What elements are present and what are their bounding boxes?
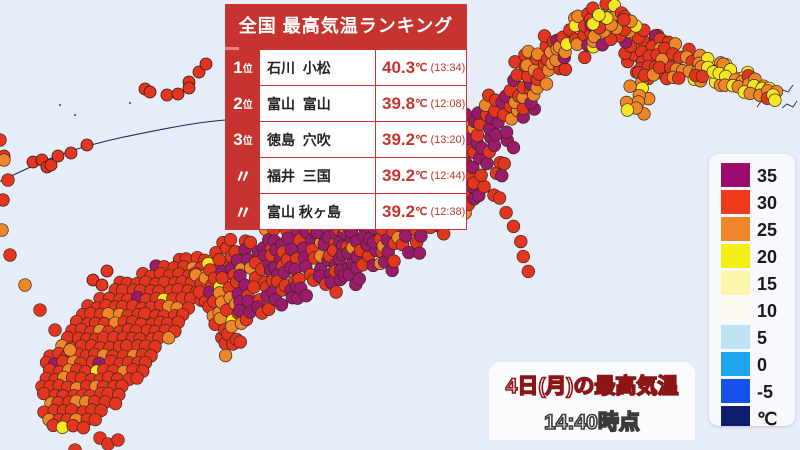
svg-text:25: 25 <box>757 220 777 240</box>
svg-text:℃: ℃ <box>757 409 777 426</box>
svg-text:0: 0 <box>757 355 767 375</box>
svg-text:-5: -5 <box>757 382 773 402</box>
svg-text:10: 10 <box>757 301 777 321</box>
svg-text:5: 5 <box>757 328 767 348</box>
svg-text:35: 35 <box>757 166 777 186</box>
svg-text:15: 15 <box>757 274 777 294</box>
svg-text:20: 20 <box>757 247 777 267</box>
svg-text:30: 30 <box>757 193 777 213</box>
